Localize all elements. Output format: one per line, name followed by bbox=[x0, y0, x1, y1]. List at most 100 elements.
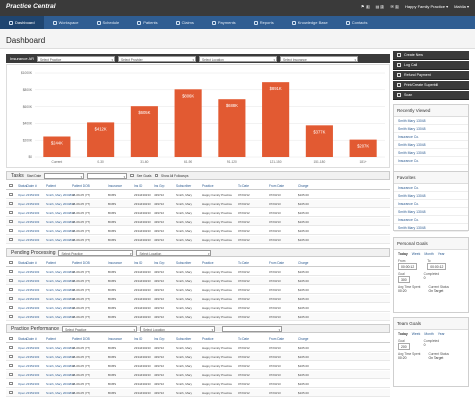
table-cell[interactable]: 23352303 bbox=[26, 354, 40, 359]
practice-selector[interactable]: Happy Family Practice ▾ bbox=[404, 4, 449, 9]
table-cell[interactable]: Smith, Mary 2034812 bbox=[46, 278, 75, 283]
select-all-checkbox[interactable] bbox=[9, 260, 13, 265]
column-header[interactable]: Claim # bbox=[26, 183, 37, 188]
row-checkbox[interactable] bbox=[9, 237, 13, 242]
table-cell[interactable]: Smith, Mary 2034812 bbox=[46, 363, 75, 368]
recent-item[interactable]: Insurance Co. bbox=[394, 133, 468, 141]
select-practice-dropdown[interactable]: Select Practice bbox=[62, 325, 138, 333]
table-row[interactable]: Open 23352303 Smith, Mary 2034812 06-09-05 … bbox=[6, 236, 390, 244]
table-cell[interactable]: Smith, Mary 2034812 bbox=[46, 219, 75, 224]
table-cell[interactable]: Open bbox=[18, 210, 26, 215]
app-logo[interactable]: Practice Central bbox=[6, 3, 56, 10]
select-location-dropdown[interactable]: Select Location bbox=[199, 55, 278, 63]
row-checkbox[interactable] bbox=[9, 345, 13, 350]
user-menu[interactable]: Mahlia ▾ bbox=[454, 4, 469, 9]
bar-61-90[interactable] bbox=[174, 89, 202, 157]
tab-month[interactable]: Month bbox=[424, 252, 434, 256]
scan-button[interactable]: Scan bbox=[393, 91, 469, 100]
to-input[interactable]: 00:00:12 bbox=[427, 263, 447, 270]
table-cell[interactable]: Smith, Mary 2034812 bbox=[46, 354, 75, 359]
end-date-input[interactable] bbox=[87, 172, 128, 180]
column-header[interactable]: Insurance bbox=[108, 260, 122, 265]
bar-current[interactable] bbox=[43, 136, 71, 157]
table-cell[interactable]: 23352303 bbox=[26, 314, 40, 319]
table-row[interactable]: Open 23352303 Smith, Mary 2034812 06-09-05 … bbox=[6, 191, 390, 199]
recent-item[interactable]: Smith Mary 13048 bbox=[394, 117, 468, 125]
table-cell[interactable]: Open bbox=[18, 390, 26, 395]
table-cell[interactable]: 23352303 bbox=[26, 228, 40, 233]
table-row[interactable]: Open 23352303 Smith, Mary 2034812 06-09-05 … bbox=[6, 218, 390, 226]
row-checkbox[interactable] bbox=[9, 381, 13, 386]
table-cell[interactable]: Open bbox=[18, 296, 26, 301]
mail-icon[interactable]: ✉ 1 bbox=[390, 4, 399, 9]
row-checkbox[interactable] bbox=[9, 269, 13, 274]
tab-today[interactable]: Today bbox=[398, 252, 408, 256]
bar-0-30[interactable] bbox=[87, 122, 115, 157]
table-cell[interactable]: Open bbox=[18, 305, 26, 310]
row-checkbox[interactable] bbox=[9, 287, 13, 292]
column-header[interactable]: To Date bbox=[238, 183, 249, 188]
column-header[interactable]: Claim # bbox=[26, 260, 37, 265]
table-cell[interactable]: Smith, Mary 2034812 bbox=[46, 345, 75, 350]
tab-claims[interactable]: Claims bbox=[167, 16, 203, 29]
see-goals-checkbox[interactable] bbox=[130, 173, 134, 178]
recent-item[interactable]: Smith Mary 13048 bbox=[394, 149, 468, 157]
table-cell[interactable]: 23352303 bbox=[26, 287, 40, 292]
table-cell[interactable]: Open bbox=[18, 237, 26, 242]
tab-week[interactable]: Week bbox=[411, 332, 421, 336]
table-cell[interactable]: 23352303 bbox=[26, 296, 40, 301]
table-cell[interactable]: Smith, Mary 2034812 bbox=[46, 296, 75, 301]
bar-31-60[interactable] bbox=[130, 106, 158, 157]
column-header[interactable]: Practice bbox=[202, 336, 214, 341]
row-checkbox[interactable] bbox=[9, 210, 13, 215]
table-cell[interactable]: Open bbox=[18, 192, 26, 197]
table-row[interactable]: Open 23352303 Smith, Mary 2034812 06-09-05 … bbox=[6, 286, 390, 294]
tab-dashboard[interactable]: Dashboard bbox=[0, 16, 44, 29]
table-cell[interactable]: 23352303 bbox=[26, 345, 40, 350]
tab-workspace[interactable]: Workspace bbox=[44, 16, 88, 29]
table-cell[interactable]: Smith, Mary 2034812 bbox=[46, 228, 75, 233]
favorite-item[interactable]: Insurance Co. bbox=[394, 184, 468, 192]
table-row[interactable]: Open 23352303 Smith, Mary 2034812 06-09-05 … bbox=[6, 268, 390, 276]
column-header[interactable]: Charge bbox=[298, 336, 309, 341]
column-header[interactable]: To Date bbox=[238, 260, 249, 265]
row-checkbox[interactable] bbox=[9, 201, 13, 206]
favorite-item[interactable]: Insurance Co. bbox=[394, 216, 468, 224]
table-cell[interactable]: 23352303 bbox=[26, 278, 40, 283]
tab-month[interactable]: Month bbox=[424, 332, 434, 336]
table-cell[interactable]: 23352303 bbox=[26, 237, 40, 242]
recent-item[interactable]: Insurance Co. bbox=[394, 157, 468, 165]
select-practice-dropdown[interactable]: Select Practice bbox=[58, 249, 134, 257]
tab-payments[interactable]: Payments bbox=[203, 16, 245, 29]
tab-week[interactable]: Week bbox=[411, 252, 421, 256]
table-cell[interactable]: 23352303 bbox=[26, 381, 40, 386]
table-cell[interactable]: Open bbox=[18, 269, 26, 274]
column-header[interactable]: Charge bbox=[298, 260, 309, 265]
from-input[interactable]: 00:00:12 bbox=[398, 263, 418, 270]
table-row[interactable]: Open 23352303 Smith, Mary 2034812 06-09-05 … bbox=[6, 344, 390, 352]
column-header[interactable]: To Date bbox=[238, 336, 249, 341]
table-cell[interactable]: Open bbox=[18, 354, 26, 359]
log-call-button[interactable]: Log Call bbox=[393, 61, 469, 70]
column-header[interactable]: From Date bbox=[269, 260, 285, 265]
table-cell[interactable]: Open bbox=[18, 219, 26, 224]
select-insurance-dropdown[interactable]: Select Insurance bbox=[280, 55, 359, 63]
row-checkbox[interactable] bbox=[9, 372, 13, 377]
recent-item[interactable]: Smith Mary 13048 bbox=[394, 141, 468, 149]
tab-contacts[interactable]: Contacts bbox=[337, 16, 377, 29]
table-cell[interactable]: Open bbox=[18, 278, 26, 283]
favorite-item[interactable]: Smith Mary 13048 bbox=[394, 192, 468, 200]
table-row[interactable]: Open 23352303 Smith, Mary 2034812 06-09-05 … bbox=[6, 304, 390, 312]
table-cell[interactable]: Open bbox=[18, 345, 26, 350]
table-row[interactable]: Open 23352303 Smith, Mary 2034812 06-09-05 … bbox=[6, 371, 390, 379]
table-cell[interactable]: Smith, Mary 2034812 bbox=[46, 192, 75, 197]
column-header[interactable]: Subscriber bbox=[176, 183, 192, 188]
table-row[interactable]: Open 23352303 Smith, Mary 2034812 06-09-05 … bbox=[6, 389, 390, 397]
table-cell[interactable]: 23352303 bbox=[26, 305, 40, 310]
column-header[interactable]: Status bbox=[18, 183, 28, 188]
bar-181-[interactable] bbox=[349, 139, 377, 157]
table-cell[interactable]: Smith, Mary 2034812 bbox=[46, 314, 75, 319]
column-header[interactable]: Charge bbox=[298, 183, 309, 188]
bar-121-150[interactable] bbox=[262, 82, 290, 157]
table-cell[interactable]: 23352303 bbox=[26, 201, 40, 206]
